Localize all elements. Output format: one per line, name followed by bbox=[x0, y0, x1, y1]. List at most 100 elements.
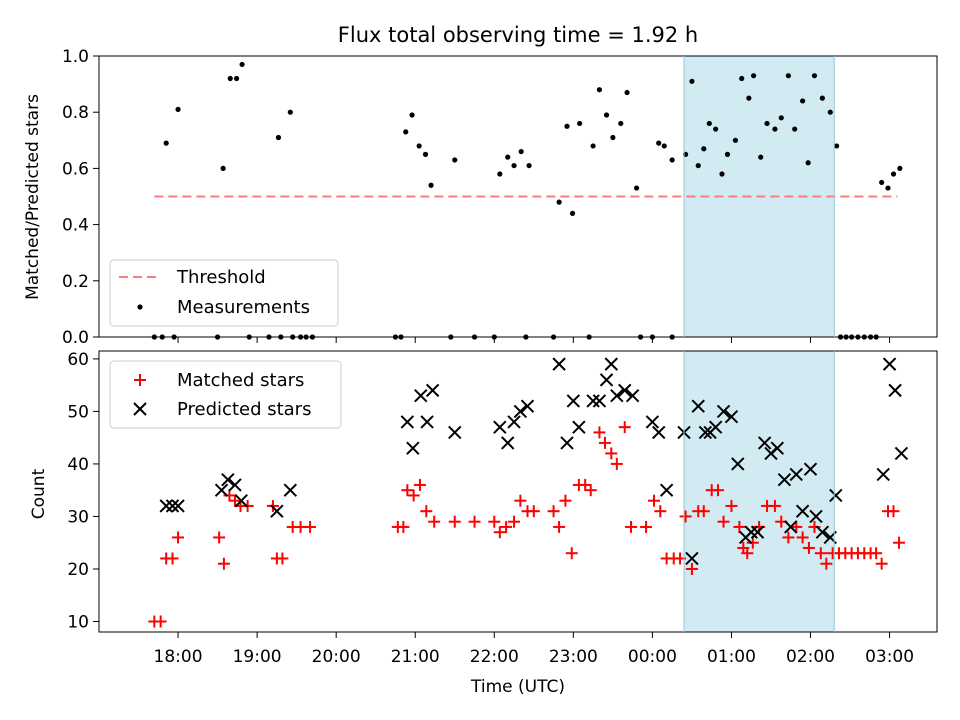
measurement-point bbox=[713, 126, 719, 132]
bottom-x-ticks: 18:00 19:00 20:00 21:00 22:00 23:00 00:00 01:00… bbox=[154, 632, 914, 667]
matched-star-point bbox=[733, 520, 746, 533]
predicted-star-point bbox=[270, 504, 284, 518]
predicted-star-point bbox=[724, 409, 739, 424]
predicted-star-point bbox=[604, 357, 618, 371]
measurement-point bbox=[827, 109, 833, 115]
predicted-star-point bbox=[876, 467, 890, 482]
predicted-star-point bbox=[708, 420, 723, 434]
measurement-point bbox=[556, 199, 562, 205]
predicted-star-point bbox=[784, 520, 798, 534]
measurement-point bbox=[764, 120, 770, 127]
measurement-point bbox=[732, 137, 739, 143]
legend-predicted-label: Predicted stars bbox=[177, 399, 311, 420]
measurement-point bbox=[897, 165, 903, 171]
measurement-point bbox=[778, 115, 784, 121]
measurement-point bbox=[819, 95, 825, 101]
y-tick-label: 0.0 bbox=[62, 328, 89, 348]
measurement-point bbox=[724, 151, 731, 157]
matched-star-point bbox=[625, 520, 638, 533]
measurement-point bbox=[564, 123, 570, 129]
predicted-star-point bbox=[610, 388, 624, 403]
predicted-star-point bbox=[228, 478, 242, 492]
matched-star-point bbox=[870, 547, 883, 560]
measurement-point bbox=[746, 95, 752, 101]
matched-star-point bbox=[547, 505, 560, 518]
matched-star-point bbox=[618, 421, 631, 434]
predicted-star-point bbox=[770, 441, 785, 455]
matched-star-point bbox=[782, 531, 795, 544]
measurement-point bbox=[618, 120, 624, 127]
matched-star-point bbox=[514, 494, 527, 507]
matched-star-point bbox=[820, 557, 833, 570]
y-tick-label: 10 bbox=[67, 612, 89, 632]
measurement-point bbox=[287, 109, 293, 115]
predicted-star-point bbox=[283, 483, 298, 497]
x-tick-label: 19:00 bbox=[233, 647, 282, 667]
predicted-star-point bbox=[691, 399, 705, 413]
x-tick-label: 03:00 bbox=[865, 647, 914, 667]
predicted-star-point bbox=[803, 462, 818, 476]
predicted-star-point bbox=[659, 483, 674, 497]
matched-star-point bbox=[579, 478, 592, 491]
predicted-star-point bbox=[501, 436, 515, 450]
matched-star-point bbox=[397, 520, 410, 533]
measurement-point bbox=[497, 171, 503, 177]
legend-predicted-swatch bbox=[133, 402, 147, 416]
legend-matched-swatch bbox=[134, 374, 146, 386]
predicted-star-point bbox=[731, 457, 745, 471]
x-tick-label: 00:00 bbox=[628, 647, 677, 667]
predicted-star-point bbox=[795, 504, 810, 518]
matched-star-point bbox=[584, 484, 597, 497]
predicted-star-point bbox=[645, 415, 660, 429]
predicted-star-point bbox=[566, 394, 581, 408]
predicted-star-point bbox=[592, 394, 607, 408]
measurement-point bbox=[416, 143, 422, 149]
x-tick-label: 18:00 bbox=[154, 647, 203, 667]
predicted-star-point bbox=[420, 415, 434, 429]
matched-star-point bbox=[553, 520, 566, 533]
measurement-point bbox=[518, 148, 524, 155]
predicted-star-point bbox=[400, 415, 415, 429]
matched-star-point bbox=[500, 520, 513, 533]
measurement-point bbox=[233, 75, 240, 82]
measurement-point bbox=[785, 73, 791, 79]
matched-star-point bbox=[420, 505, 433, 518]
bottom-y-ticks: 10 20 30 40 50 60 bbox=[67, 350, 99, 632]
matched-star-point bbox=[565, 547, 578, 560]
measurement-point bbox=[163, 140, 169, 146]
top-y-ticks: 0.0 0.2 0.4 0.6 0.8 1.0 bbox=[62, 47, 99, 348]
matched-star-point bbox=[527, 505, 540, 518]
predicted-star-point bbox=[586, 394, 600, 408]
matched-star-point bbox=[796, 531, 809, 544]
matched-star-point bbox=[217, 557, 230, 570]
measurement-point bbox=[750, 73, 757, 79]
top-legend: Threshold Measurements bbox=[109, 259, 339, 327]
predicted-star-point bbox=[618, 383, 632, 398]
top-panel: Flux total observing time = 1.92 h 0.00.… bbox=[23, 23, 938, 348]
matched-star-point bbox=[605, 447, 618, 460]
measurement-point bbox=[800, 98, 806, 104]
measurement-point bbox=[610, 134, 616, 141]
measurement-point bbox=[890, 171, 897, 177]
predicted-star-point bbox=[159, 499, 173, 513]
predicted-star-point bbox=[406, 441, 420, 455]
matched-star-point bbox=[154, 615, 167, 628]
measurement-point bbox=[739, 75, 745, 82]
predicted-star-point bbox=[829, 488, 843, 503]
predicted-star-point bbox=[750, 525, 765, 539]
matched-star-point bbox=[790, 520, 803, 533]
matched-star-point bbox=[593, 426, 606, 439]
matched-star-point bbox=[228, 494, 241, 507]
y-tick-label: 20 bbox=[67, 560, 89, 580]
matched-star-point bbox=[640, 520, 653, 533]
y-tick-label: 40 bbox=[67, 455, 89, 475]
y-tick-label: 30 bbox=[67, 507, 89, 527]
bottom-panel: 10 20 30 40 50 60 18:00 19:00 20:00 21:00 22:00 23… bbox=[29, 350, 938, 697]
chart-title: Flux total observing time = 1.92 h bbox=[338, 23, 698, 47]
x-tick-label: 01:00 bbox=[707, 647, 756, 667]
predicted-star-point bbox=[221, 472, 235, 487]
highlight-span-bottom bbox=[684, 351, 835, 632]
matched-star-point bbox=[887, 505, 900, 518]
measurement-point bbox=[833, 143, 840, 149]
matched-star-point bbox=[647, 494, 660, 507]
